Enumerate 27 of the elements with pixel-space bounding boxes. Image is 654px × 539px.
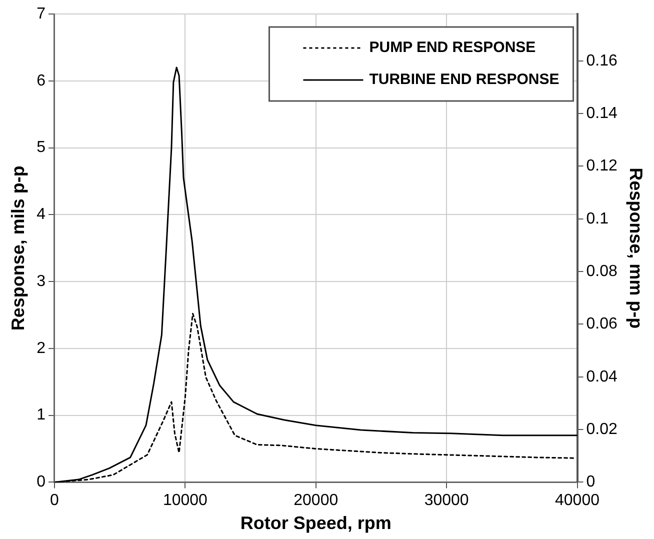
y2-axis-title: Response, mm p-p	[626, 168, 646, 329]
y2-tick-label: 0.14	[586, 104, 618, 122]
y2-tick-label: 0	[586, 474, 596, 491]
y2-tick-label: 0.04	[586, 368, 618, 386]
y-axis-title: Response, mils p-p	[8, 166, 28, 331]
y2-tick-label: 0.16	[586, 52, 618, 70]
legend-label: PUMP END RESPONSE	[369, 39, 536, 56]
y2-tick-label: 0.06	[586, 316, 618, 333]
y-tick-label: 5	[36, 139, 46, 156]
y-tick-label: 1	[36, 406, 46, 424]
x-tick-label: 20000	[294, 492, 338, 510]
legend-label: TURBINE END RESPONSE	[369, 71, 560, 88]
y-tick-label: 4	[36, 206, 46, 224]
y-tick-label: 7	[36, 5, 46, 22]
y2-tick-label: 0.02	[586, 420, 618, 438]
y-tick-label: 0	[36, 474, 46, 491]
y2-tick-label: 0.08	[586, 262, 618, 280]
x-tick-label: 30000	[424, 492, 469, 510]
x-tick-label: 40000	[555, 492, 600, 510]
y-tick-label: 2	[36, 340, 46, 357]
y2-tick-label: 0.1	[586, 210, 609, 228]
y-tick-label: 3	[36, 272, 46, 290]
x-tick-label: 10000	[162, 492, 208, 510]
y-tick-label: 6	[36, 72, 46, 90]
x-tick-label: 0	[50, 492, 60, 510]
y2-tick-label: 0.12	[586, 158, 618, 175]
x-axis-title: Rotor Speed, rpm	[240, 513, 392, 534]
